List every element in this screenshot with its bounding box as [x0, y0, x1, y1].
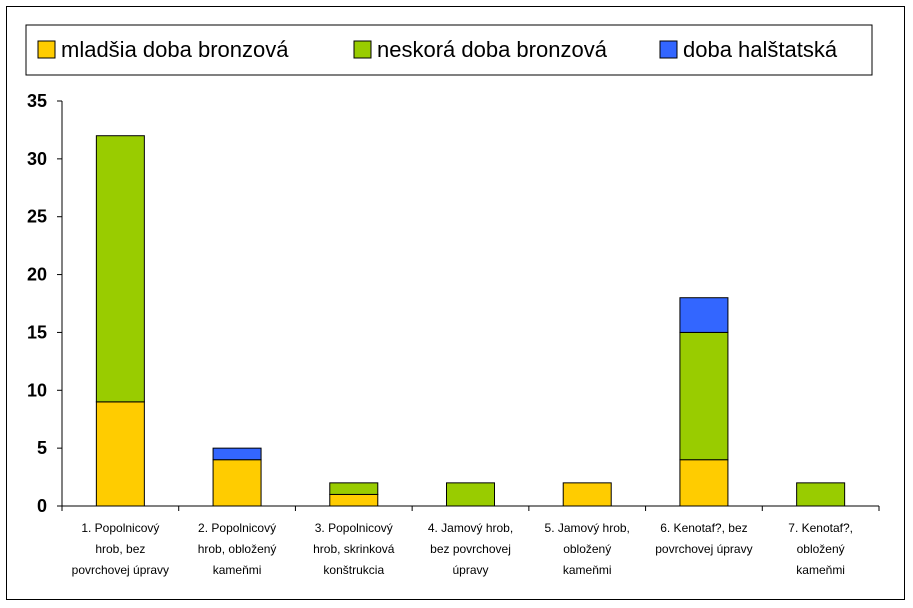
y-tick-label: 25 — [27, 207, 47, 227]
legend-label-3: doba halštatská — [683, 37, 838, 62]
x-category-label: úpravy — [452, 563, 488, 577]
x-category-label: 3. Popolnicový — [315, 521, 393, 535]
x-category-label: 6. Kenotaf?, bez — [660, 521, 747, 535]
x-category-label: hrob, obložený — [198, 542, 277, 556]
legend-swatch-3 — [659, 40, 678, 59]
y-tick-label: 10 — [27, 380, 47, 400]
bar-segment-series3-cat6 — [679, 297, 729, 333]
bar-segment-series1-cat5 — [562, 482, 612, 507]
bar-segment-series1-cat1 — [95, 401, 145, 507]
bar-segment-series1-cat2 — [212, 459, 262, 507]
y-tick-label: 35 — [27, 91, 47, 111]
bar-segment-series2-cat3 — [329, 482, 379, 495]
x-category-label: povrchovej úpravy — [655, 542, 752, 556]
bar-segment-series2-cat7 — [796, 482, 846, 507]
y-tick-label: 5 — [37, 438, 47, 458]
bar-segment-series2-cat6 — [679, 331, 729, 461]
x-category-label: 2. Popolnicový — [198, 521, 276, 535]
legend-label-1: mladšia doba bronzová — [61, 37, 289, 62]
bar-segment-series1-cat6 — [679, 459, 729, 507]
y-tick-label: 0 — [37, 496, 47, 516]
legend-swatch-2 — [353, 40, 372, 59]
bar-segment-series1-cat3 — [329, 493, 379, 507]
x-category-label: 7. Kenotaf?, — [788, 521, 853, 535]
x-category-label: kameňmi — [213, 563, 262, 577]
x-category-label: kameňmi — [796, 563, 845, 577]
x-category-label: kameňmi — [563, 563, 612, 577]
y-tick-label: 15 — [27, 322, 47, 342]
x-category-label: hrob, skrinková — [313, 542, 395, 556]
legend-box — [25, 24, 873, 76]
bar-segment-series2-cat4 — [446, 482, 495, 507]
bar-segment-series3-cat2 — [212, 447, 262, 461]
y-tick-label: 30 — [27, 149, 47, 169]
x-category-label: 5. Jamový hrob, — [545, 521, 630, 535]
x-category-label: bez povrchovej — [430, 542, 511, 556]
x-category-label: obložený — [797, 542, 845, 556]
bar-segment-series2-cat1 — [95, 135, 145, 403]
x-category-label: hrob, bez — [95, 542, 145, 556]
x-category-label: 1. Popolnicový — [81, 521, 159, 535]
x-category-label: 4. Jamový hrob, — [428, 521, 513, 535]
legend-label-2: neskorá doba bronzová — [377, 37, 608, 62]
x-category-label: povrchovej úpravy — [72, 563, 169, 577]
x-category-label: konštrukcia — [323, 563, 384, 577]
x-category-label: obložený — [563, 542, 611, 556]
legend-swatch-1 — [37, 40, 56, 59]
y-tick-label: 20 — [27, 265, 47, 285]
